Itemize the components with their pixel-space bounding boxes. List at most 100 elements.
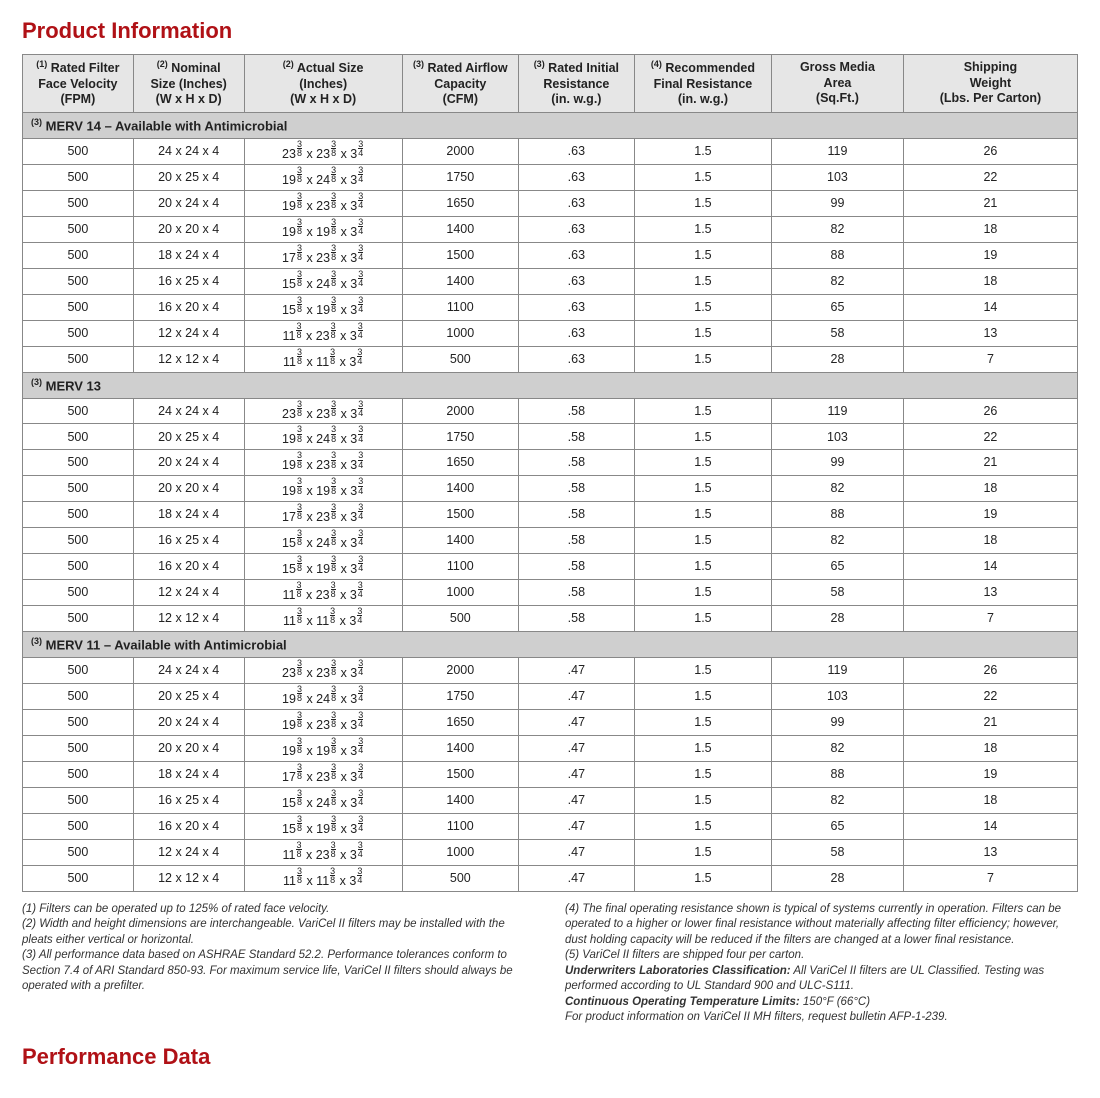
cell: 119 bbox=[772, 398, 904, 424]
cell: 99 bbox=[772, 710, 904, 736]
cell: 500 bbox=[23, 658, 134, 684]
cell: 58 bbox=[772, 580, 904, 606]
table-row: 50020 x 25 x 41938 x 2438 x 3341750.631.… bbox=[23, 164, 1078, 190]
cell: 1138 x 1138 x 334 bbox=[244, 865, 402, 891]
cell: 1.5 bbox=[634, 684, 771, 710]
cell: 1100 bbox=[402, 294, 518, 320]
cell: 20 x 25 x 4 bbox=[133, 684, 244, 710]
performance-title: Performance Data bbox=[22, 1044, 1078, 1070]
cell: 1738 x 2338 x 334 bbox=[244, 761, 402, 787]
cell: 500 bbox=[23, 190, 134, 216]
cell: .63 bbox=[518, 346, 634, 372]
cell: 21 bbox=[903, 450, 1077, 476]
cell: 18 bbox=[903, 476, 1077, 502]
cell: 1400 bbox=[402, 268, 518, 294]
product-table: (1) Rated FilterFace Velocity(FPM) (2) N… bbox=[22, 54, 1078, 892]
table-row: 50018 x 24 x 41738 x 2338 x 3341500.581.… bbox=[23, 502, 1078, 528]
cell: 20 x 25 x 4 bbox=[133, 164, 244, 190]
cell: 500 bbox=[23, 554, 134, 580]
cell: 1538 x 2438 x 334 bbox=[244, 268, 402, 294]
cell: 1.5 bbox=[634, 710, 771, 736]
cell: 7 bbox=[903, 346, 1077, 372]
cell: .63 bbox=[518, 190, 634, 216]
cell: 1.5 bbox=[634, 346, 771, 372]
cell: 18 bbox=[903, 268, 1077, 294]
table-row: 50016 x 25 x 41538 x 2438 x 3341400.471.… bbox=[23, 787, 1078, 813]
table-row: 50012 x 24 x 41138 x 2338 x 3341000.471.… bbox=[23, 839, 1078, 865]
cell: 14 bbox=[903, 813, 1077, 839]
table-row: 50016 x 20 x 41538 x 1938 x 3341100.631.… bbox=[23, 294, 1078, 320]
cell: 1500 bbox=[402, 761, 518, 787]
cell: 1500 bbox=[402, 242, 518, 268]
table-row: 50012 x 12 x 41138 x 1138 x 334500.581.5… bbox=[23, 606, 1078, 632]
cell: .47 bbox=[518, 865, 634, 891]
cell: 1.5 bbox=[634, 294, 771, 320]
cell: 12 x 24 x 4 bbox=[133, 839, 244, 865]
header-c6: (4) RecommendedFinal Resistance(in. w.g.… bbox=[634, 55, 771, 113]
cell: 12 x 12 x 4 bbox=[133, 346, 244, 372]
cell: 1.5 bbox=[634, 476, 771, 502]
cell: 2338 x 2338 x 334 bbox=[244, 138, 402, 164]
cell: 103 bbox=[772, 424, 904, 450]
cell: 20 x 25 x 4 bbox=[133, 424, 244, 450]
footnote-line: (4) The final operating resistance shown… bbox=[565, 902, 1078, 949]
cell: 1138 x 1138 x 334 bbox=[244, 346, 402, 372]
cell: 26 bbox=[903, 398, 1077, 424]
cell: 22 bbox=[903, 424, 1077, 450]
table-row: 50012 x 12 x 41138 x 1138 x 334500.471.5… bbox=[23, 865, 1078, 891]
table-row: 50024 x 24 x 42338 x 2338 x 3342000.471.… bbox=[23, 658, 1078, 684]
table-row: 50024 x 24 x 42338 x 2338 x 3342000.631.… bbox=[23, 138, 1078, 164]
footnote-line: (3) All performance data based on ASHRAE… bbox=[22, 948, 535, 995]
cell: 1400 bbox=[402, 787, 518, 813]
header-c7: Gross MediaArea(Sq.Ft.) bbox=[772, 55, 904, 113]
cell: 1750 bbox=[402, 164, 518, 190]
footnote-line: For product information on VariCel II MH… bbox=[565, 1010, 1078, 1026]
header-c8: ShippingWeight(Lbs. Per Carton) bbox=[903, 55, 1077, 113]
cell: 500 bbox=[23, 398, 134, 424]
cell: 1138 x 2338 x 334 bbox=[244, 839, 402, 865]
cell: 500 bbox=[23, 346, 134, 372]
table-row: 50020 x 25 x 41938 x 2438 x 3341750.471.… bbox=[23, 684, 1078, 710]
cell: 1.5 bbox=[634, 865, 771, 891]
cell: 1400 bbox=[402, 736, 518, 762]
cell: 1400 bbox=[402, 216, 518, 242]
cell: .63 bbox=[518, 216, 634, 242]
header-c3: (2) Actual Size(Inches)(W x H x D) bbox=[244, 55, 402, 113]
cell: 1400 bbox=[402, 528, 518, 554]
cell: 65 bbox=[772, 813, 904, 839]
cell: 1650 bbox=[402, 450, 518, 476]
table-row: 50016 x 25 x 41538 x 2438 x 3341400.631.… bbox=[23, 268, 1078, 294]
cell: 500 bbox=[23, 320, 134, 346]
cell: .58 bbox=[518, 450, 634, 476]
cell: 2338 x 2338 x 334 bbox=[244, 658, 402, 684]
cell: 2000 bbox=[402, 138, 518, 164]
cell: 500 bbox=[23, 787, 134, 813]
cell: 1138 x 2338 x 334 bbox=[244, 320, 402, 346]
cell: 28 bbox=[772, 346, 904, 372]
cell: 119 bbox=[772, 658, 904, 684]
table-row: 50020 x 20 x 41938 x 1938 x 3341400.631.… bbox=[23, 216, 1078, 242]
footnotes-right: (4) The final operating resistance shown… bbox=[565, 902, 1078, 1026]
table-row: 50016 x 25 x 41538 x 2438 x 3341400.581.… bbox=[23, 528, 1078, 554]
table-row: 50018 x 24 x 41738 x 2338 x 3341500.631.… bbox=[23, 242, 1078, 268]
cell: 1138 x 1138 x 334 bbox=[244, 606, 402, 632]
cell: 1.5 bbox=[634, 216, 771, 242]
cell: 16 x 25 x 4 bbox=[133, 268, 244, 294]
cell: 65 bbox=[772, 554, 904, 580]
cell: .63 bbox=[518, 242, 634, 268]
cell: .47 bbox=[518, 710, 634, 736]
cell: .58 bbox=[518, 580, 634, 606]
cell: .63 bbox=[518, 164, 634, 190]
cell: 500 bbox=[23, 606, 134, 632]
cell: 1938 x 2438 x 334 bbox=[244, 684, 402, 710]
cell: 19 bbox=[903, 242, 1077, 268]
cell: 22 bbox=[903, 164, 1077, 190]
cell: 1938 x 2438 x 334 bbox=[244, 424, 402, 450]
cell: 65 bbox=[772, 294, 904, 320]
cell: .47 bbox=[518, 787, 634, 813]
cell: 500 bbox=[402, 865, 518, 891]
cell: 1.5 bbox=[634, 164, 771, 190]
cell: 1.5 bbox=[634, 761, 771, 787]
cell: 58 bbox=[772, 839, 904, 865]
cell: 26 bbox=[903, 138, 1077, 164]
